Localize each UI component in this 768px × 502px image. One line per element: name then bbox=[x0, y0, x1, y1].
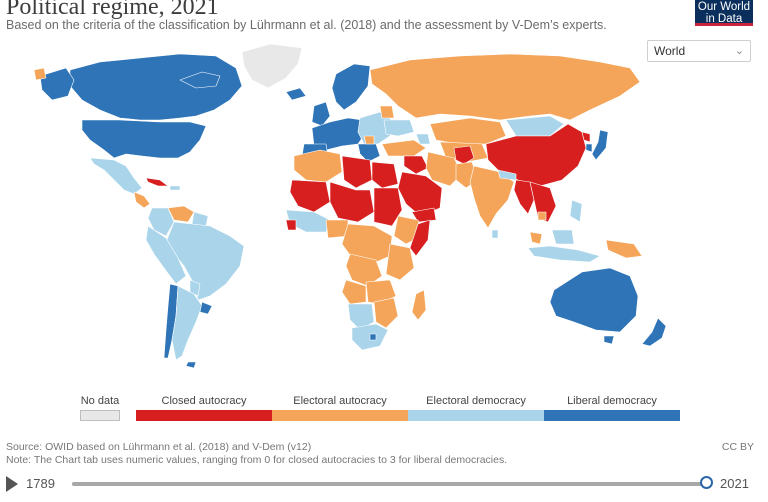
legend-label-liberal-democracy: Liberal democracy bbox=[567, 395, 657, 407]
logo-accent-bar bbox=[695, 23, 753, 26]
country-malaysia[interactable] bbox=[529, 231, 543, 245]
country-greenland[interactable] bbox=[241, 43, 303, 89]
country-scandinavia[interactable] bbox=[331, 63, 371, 111]
country-egypt[interactable] bbox=[371, 161, 399, 189]
country-mexico[interactable] bbox=[89, 157, 143, 195]
country-guinea[interactable] bbox=[285, 219, 297, 231]
country-russia[interactable] bbox=[369, 53, 641, 121]
country-ukraine[interactable] bbox=[383, 119, 415, 137]
region-select-value: World bbox=[654, 44, 686, 58]
country-kazakhstan[interactable] bbox=[429, 117, 507, 145]
license-link[interactable]: CC BY bbox=[721, 441, 754, 453]
country-syria-iraq[interactable] bbox=[403, 155, 429, 175]
timeline-fill bbox=[72, 482, 706, 486]
country-madagascar[interactable] bbox=[411, 289, 427, 321]
country-afghanistan[interactable] bbox=[453, 145, 475, 165]
country-paraguay[interactable] bbox=[189, 279, 201, 297]
country-lesotho[interactable] bbox=[369, 333, 377, 341]
owid-logo[interactable]: Our World in Data bbox=[695, 0, 753, 26]
country-indonesia[interactable] bbox=[527, 245, 601, 263]
country-turkey[interactable] bbox=[381, 139, 427, 157]
timeline-end-year: 2021 bbox=[720, 476, 749, 491]
country-papua-new-guinea[interactable] bbox=[605, 239, 643, 259]
country-north-korea[interactable] bbox=[581, 131, 591, 143]
country-borneo[interactable] bbox=[551, 229, 575, 245]
country-tasmania[interactable] bbox=[603, 335, 615, 345]
note-text: Note: The Chart tab uses numeric values,… bbox=[6, 454, 508, 466]
logo-line-1: Our World bbox=[697, 1, 751, 13]
country-russia-far-east-small[interactable] bbox=[33, 67, 47, 81]
country-cuba[interactable] bbox=[145, 177, 169, 187]
chart-title: Political regime, 2021 bbox=[6, 0, 219, 20]
source-text: Source: OWID based on Lührmann et al. (2… bbox=[6, 441, 312, 453]
country-yemen[interactable] bbox=[411, 207, 437, 223]
country-haiti-dr[interactable] bbox=[169, 185, 181, 191]
country-united-states[interactable] bbox=[81, 119, 207, 159]
legend-label-electoral-autocracy: Electoral autocracy bbox=[293, 395, 387, 407]
country-colombia[interactable] bbox=[147, 207, 175, 237]
country-mongolia[interactable] bbox=[505, 115, 565, 137]
country-zimbabwe-mozambique[interactable] bbox=[373, 297, 399, 329]
region-select[interactable]: World ⌄ bbox=[647, 40, 751, 62]
country-serbia-hungary[interactable] bbox=[363, 135, 375, 145]
chevron-down-icon: ⌄ bbox=[734, 45, 744, 57]
country-belarus[interactable] bbox=[379, 105, 395, 119]
country-new-zealand[interactable] bbox=[641, 317, 667, 347]
country-argentina[interactable] bbox=[171, 285, 203, 361]
country-somalia[interactable] bbox=[409, 219, 431, 257]
legend-swatch-electoral-autocracy[interactable] bbox=[272, 410, 408, 421]
country-uruguay[interactable] bbox=[199, 301, 213, 315]
map-legend: No data Closed autocracy Electoral autoc… bbox=[0, 392, 768, 424]
country-niger-chad[interactable] bbox=[329, 181, 375, 223]
country-united-states-alaska[interactable] bbox=[39, 67, 75, 101]
legend-label-closed-autocracy: Closed autocracy bbox=[161, 395, 247, 407]
country-guianas[interactable] bbox=[191, 211, 209, 227]
timeline: 1789 2021 bbox=[0, 472, 768, 496]
country-australia[interactable] bbox=[549, 267, 639, 333]
country-philippines[interactable] bbox=[569, 199, 583, 223]
logo-line-2: in Data bbox=[705, 13, 743, 25]
play-icon[interactable] bbox=[6, 476, 18, 492]
country-japan[interactable] bbox=[591, 129, 609, 161]
country-east-africa[interactable] bbox=[385, 243, 415, 281]
country-morocco-algeria[interactable] bbox=[293, 149, 343, 183]
country-caucasus[interactable] bbox=[415, 133, 431, 145]
legend-label-electoral-democracy: Electoral democracy bbox=[426, 395, 526, 407]
country-south-korea[interactable] bbox=[585, 143, 593, 153]
country-uk-ireland[interactable] bbox=[311, 101, 331, 127]
legend-swatch-no-data[interactable] bbox=[80, 410, 120, 421]
country-thailand-laos-vietnam[interactable] bbox=[529, 181, 557, 223]
country-central-america[interactable] bbox=[133, 191, 151, 209]
legend-swatch-electoral-democracy[interactable] bbox=[408, 410, 544, 421]
country-mauritania-mali[interactable] bbox=[289, 179, 331, 213]
chart-subtitle: Based on the criteria of the classificat… bbox=[6, 18, 607, 32]
country-libya[interactable] bbox=[341, 155, 373, 189]
country-peru-ecuador-bolivia[interactable] bbox=[145, 225, 187, 285]
timeline-start-year: 1789 bbox=[26, 476, 55, 491]
legend-swatch-closed-autocracy[interactable] bbox=[136, 410, 272, 421]
timeline-track[interactable] bbox=[72, 482, 706, 486]
world-map bbox=[33, 43, 667, 369]
country-alaska-islands[interactable] bbox=[179, 71, 221, 89]
country-iceland[interactable] bbox=[285, 87, 307, 101]
legend-swatch-liberal-democracy[interactable] bbox=[544, 410, 680, 421]
country-falklands[interactable] bbox=[185, 361, 197, 369]
country-cambodia[interactable] bbox=[537, 211, 547, 221]
country-venezuela[interactable] bbox=[167, 205, 195, 223]
country-sudan[interactable] bbox=[373, 187, 403, 227]
legend-label-no-data: No data bbox=[80, 395, 120, 407]
country-sri-lanka[interactable] bbox=[491, 229, 499, 239]
country-central-africa[interactable] bbox=[341, 223, 393, 265]
timeline-handle[interactable] bbox=[699, 476, 713, 489]
country-iran[interactable] bbox=[425, 151, 463, 187]
country-angola[interactable] bbox=[341, 279, 367, 305]
source-note: Source: OWID based on Lührmann et al. (2… bbox=[6, 441, 507, 467]
country-canada[interactable] bbox=[69, 53, 243, 121]
